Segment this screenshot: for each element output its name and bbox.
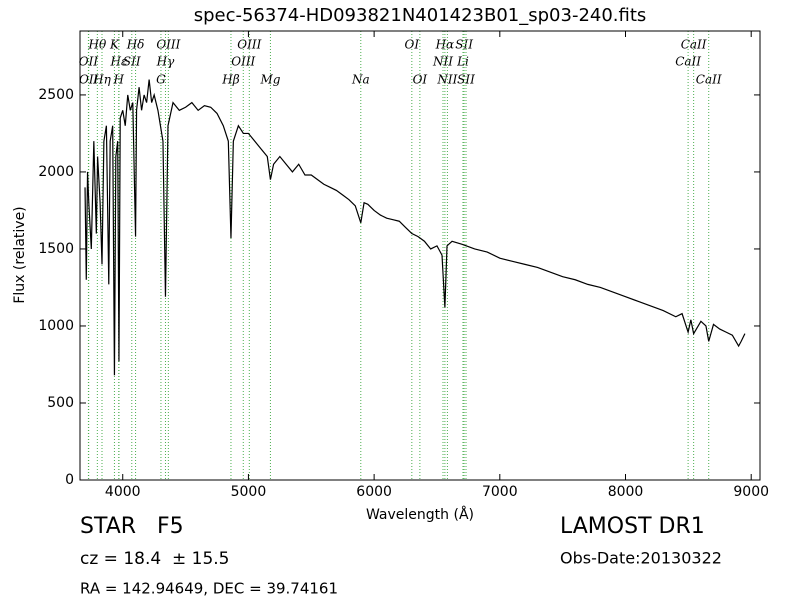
- spectral-line-label: Hγ: [156, 55, 175, 69]
- spectral-line-label: K: [109, 38, 120, 52]
- y-tick-label: 500: [47, 395, 74, 411]
- spectral-line-label: CaII: [681, 38, 707, 52]
- spectral-line-label: Hα: [435, 38, 455, 52]
- y-tick-label: 1500: [38, 241, 74, 257]
- spectral-line-label: SII: [123, 55, 141, 69]
- redshift: cz = 18.4 ± 15.5: [80, 549, 229, 569]
- x-tick-label: 9000: [733, 484, 769, 500]
- spectral-line-label: Mg: [259, 73, 280, 87]
- coordinates: RA = 142.94649, DEC = 39.74161: [80, 580, 338, 598]
- spectral-line-label: OII: [79, 73, 99, 87]
- y-tick-label: 2000: [38, 164, 74, 180]
- object-class: STAR F5: [80, 514, 184, 539]
- spectral-line-label: SII: [457, 73, 475, 87]
- spectral-line-label: CaII: [675, 55, 701, 69]
- x-tick-label: 6000: [356, 484, 392, 500]
- spectral-line-label: Li: [456, 55, 469, 69]
- spectral-line-label: Hθ: [87, 38, 106, 52]
- chart-title: spec-56374-HD093821N401423B01_sp03-240.f…: [194, 5, 647, 26]
- spectral-line-label: OIII: [231, 55, 255, 69]
- spectral-line-label: SII: [455, 38, 473, 52]
- x-tick-label: 7000: [482, 484, 518, 500]
- spectral-line-label: OI: [405, 38, 420, 52]
- obs-date: Obs-Date:20130322: [560, 549, 722, 568]
- spectral-line-label: H: [112, 73, 124, 87]
- spectral-line-label: OIII: [156, 38, 180, 52]
- x-tick-label: 4000: [105, 484, 141, 500]
- spectral-line-label: G: [156, 73, 166, 87]
- x-axis-label: Wavelength (Å): [366, 506, 474, 523]
- spectral-line-label: OI: [413, 73, 428, 87]
- spectral-line-label: Hδ: [126, 38, 145, 52]
- x-tick-label: 8000: [608, 484, 644, 500]
- survey: LAMOST DR1: [560, 514, 705, 539]
- spectral-line-label: NII: [436, 73, 457, 87]
- spectral-line-label: Hβ: [221, 73, 239, 87]
- spectral-line-label: Hη: [92, 73, 111, 87]
- spectrum: [84, 79, 746, 376]
- spectral-line-label: OIII: [237, 38, 261, 52]
- y-axis-label: Flux (relative): [12, 206, 28, 303]
- x-tick-label: 5000: [231, 484, 267, 500]
- spectral-line-label: CaII: [696, 73, 722, 87]
- y-tick-label: 0: [65, 472, 74, 488]
- plot-frame: [79, 30, 761, 481]
- spectral-line-label: NII: [432, 55, 453, 69]
- y-tick-label: 1000: [38, 318, 74, 334]
- spectral-line-label: Na: [351, 73, 370, 87]
- y-tick-label: 2500: [38, 87, 74, 103]
